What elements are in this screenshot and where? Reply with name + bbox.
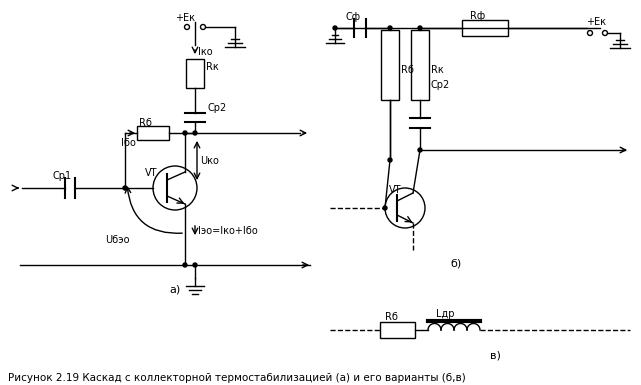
Circle shape — [418, 148, 422, 152]
Text: Rк: Rк — [431, 65, 444, 75]
Text: VT: VT — [389, 185, 401, 195]
Text: Uко: Uко — [200, 156, 219, 166]
Text: Ср1: Ср1 — [52, 171, 71, 181]
Circle shape — [123, 186, 127, 190]
Circle shape — [183, 263, 187, 267]
Circle shape — [193, 131, 197, 135]
Text: Рисунок 2.19 Каскад с коллекторной термостабилизацией (а) и его варианты (б,в): Рисунок 2.19 Каскад с коллекторной термо… — [8, 373, 466, 383]
Circle shape — [383, 206, 387, 210]
Text: Uбэо: Uбэо — [105, 235, 129, 245]
Bar — [380, 322, 415, 338]
Bar — [411, 30, 429, 100]
Text: Rб: Rб — [385, 312, 398, 322]
Text: Rф: Rф — [470, 11, 485, 21]
Text: Lдр: Lдр — [436, 309, 454, 319]
Text: в): в) — [490, 350, 501, 360]
Text: Rб: Rб — [401, 65, 414, 75]
Text: Ср2: Ср2 — [431, 80, 450, 90]
Text: Iко: Iко — [198, 47, 213, 57]
Bar — [462, 20, 508, 36]
Text: VT: VT — [145, 168, 158, 178]
Text: Сф: Сф — [346, 12, 361, 22]
Bar — [137, 126, 169, 140]
Circle shape — [418, 26, 422, 30]
Bar — [186, 59, 204, 88]
Circle shape — [388, 26, 392, 30]
Text: Iэо=Iко+Iбо: Iэо=Iко+Iбо — [198, 226, 258, 236]
Text: а): а) — [169, 285, 181, 295]
Text: Rк: Rк — [206, 62, 219, 72]
Circle shape — [193, 263, 197, 267]
Circle shape — [388, 158, 392, 162]
Text: б): б) — [450, 258, 462, 268]
Bar — [381, 30, 399, 100]
Circle shape — [183, 131, 187, 135]
Text: +Ек: +Ек — [175, 13, 195, 23]
Circle shape — [333, 26, 337, 30]
Text: Ср2: Ср2 — [207, 103, 226, 113]
Text: Iбо: Iбо — [121, 138, 136, 148]
Text: +Ек: +Ек — [586, 17, 606, 27]
Text: Rб: Rб — [139, 118, 152, 128]
